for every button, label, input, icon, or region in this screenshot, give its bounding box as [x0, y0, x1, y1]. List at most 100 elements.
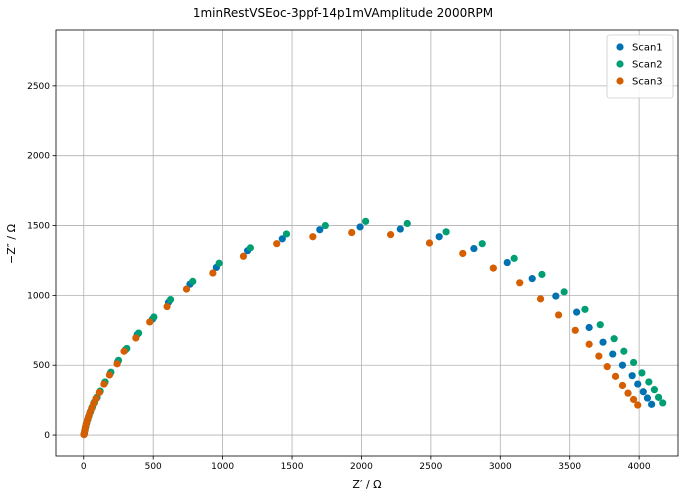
data-point — [316, 226, 324, 234]
data-point — [105, 371, 114, 379]
data-point — [611, 372, 620, 380]
data-point — [609, 350, 617, 358]
data-point — [478, 240, 486, 248]
data-point — [581, 305, 589, 313]
data-point — [239, 252, 248, 260]
data-point — [362, 217, 370, 225]
data-point — [585, 340, 593, 348]
data-point — [648, 400, 656, 408]
data-point — [95, 388, 103, 397]
data-point — [620, 347, 628, 355]
data-point — [282, 230, 291, 238]
x-tick-label: 0 — [81, 462, 87, 472]
data-point — [643, 394, 652, 402]
data-point — [425, 239, 434, 247]
data-point — [273, 240, 281, 248]
data-point — [645, 378, 653, 386]
data-point — [489, 264, 497, 272]
data-point — [150, 313, 158, 321]
x-tick-label: 1000 — [211, 462, 234, 472]
legend-marker — [616, 77, 624, 85]
y-tick-label: 0 — [44, 431, 50, 441]
data-point — [603, 363, 611, 371]
series-scan2 — [80, 217, 667, 438]
data-point — [638, 369, 646, 377]
data-point — [435, 233, 443, 241]
data-point — [215, 259, 223, 267]
axis-ticks: 0 500 1000 1500 2000 2500 3000 3500 4000 0 500 1000… — [27, 82, 651, 472]
data-points — [80, 217, 667, 439]
y-axis-title: −Z″ / Ω — [5, 224, 18, 264]
data-point — [309, 233, 317, 241]
x-tick-label: 3500 — [558, 462, 581, 472]
data-point — [595, 352, 603, 360]
data-point — [536, 295, 545, 303]
x-tick-label: 1500 — [281, 462, 304, 472]
legend-label: Scan3 — [632, 77, 663, 88]
data-point — [634, 401, 642, 409]
y-tick-label: 1500 — [27, 222, 50, 232]
data-point — [356, 223, 364, 231]
data-point — [132, 334, 140, 342]
data-point — [624, 389, 632, 397]
data-point — [120, 347, 128, 355]
data-point — [538, 270, 546, 279]
data-point — [629, 395, 638, 404]
data-point — [659, 399, 667, 407]
y-tick-label: 1000 — [27, 291, 50, 301]
data-point — [503, 258, 511, 267]
series-scan3 — [80, 228, 642, 439]
data-point — [278, 235, 286, 243]
data-point — [163, 302, 171, 311]
data-point — [610, 335, 618, 343]
legend-marker — [616, 43, 624, 51]
data-point — [639, 388, 647, 396]
data-point — [516, 279, 524, 287]
legend: Scan1 Scan2 Scan3 — [606, 34, 674, 99]
chart-title: 1minRestVSEoc-3ppf-14p1mVAmplitude 2000R… — [193, 6, 493, 20]
x-tick-label: 3000 — [489, 462, 512, 472]
legend-label: Scan1 — [632, 43, 663, 54]
data-point — [650, 386, 658, 394]
y-tick-label: 500 — [33, 361, 50, 371]
x-axis-title: Z′ / Ω — [352, 478, 381, 491]
data-point — [396, 225, 404, 233]
data-point — [618, 361, 627, 369]
data-point — [442, 228, 450, 236]
data-point — [459, 249, 467, 258]
data-point — [189, 277, 197, 286]
data-point — [470, 244, 478, 253]
data-point — [599, 338, 607, 346]
data-point — [618, 381, 627, 390]
data-point — [554, 311, 563, 319]
grid-lines — [56, 30, 678, 456]
data-point — [510, 254, 518, 262]
data-point — [628, 372, 636, 380]
data-point — [560, 288, 568, 296]
data-point — [573, 308, 581, 316]
data-point — [528, 275, 536, 283]
data-point — [571, 326, 579, 334]
data-point — [321, 221, 329, 230]
data-point — [146, 318, 154, 326]
data-point — [387, 231, 395, 239]
y-tick-label: 2000 — [27, 152, 50, 162]
plot-frame — [55, 29, 679, 457]
data-point — [80, 431, 88, 439]
data-point — [182, 285, 191, 293]
data-point — [246, 244, 254, 252]
data-point — [113, 360, 121, 368]
x-tick-label: 2000 — [350, 462, 373, 472]
x-tick-label: 500 — [145, 462, 162, 472]
data-point — [403, 219, 411, 228]
data-point — [585, 323, 593, 332]
x-tick-label: 2500 — [419, 462, 442, 472]
data-point — [209, 269, 217, 277]
data-point — [552, 292, 560, 300]
legend-label: Scan2 — [632, 60, 663, 71]
series-scan1 — [80, 223, 656, 438]
legend-box — [606, 34, 674, 99]
legend-marker — [616, 60, 624, 68]
